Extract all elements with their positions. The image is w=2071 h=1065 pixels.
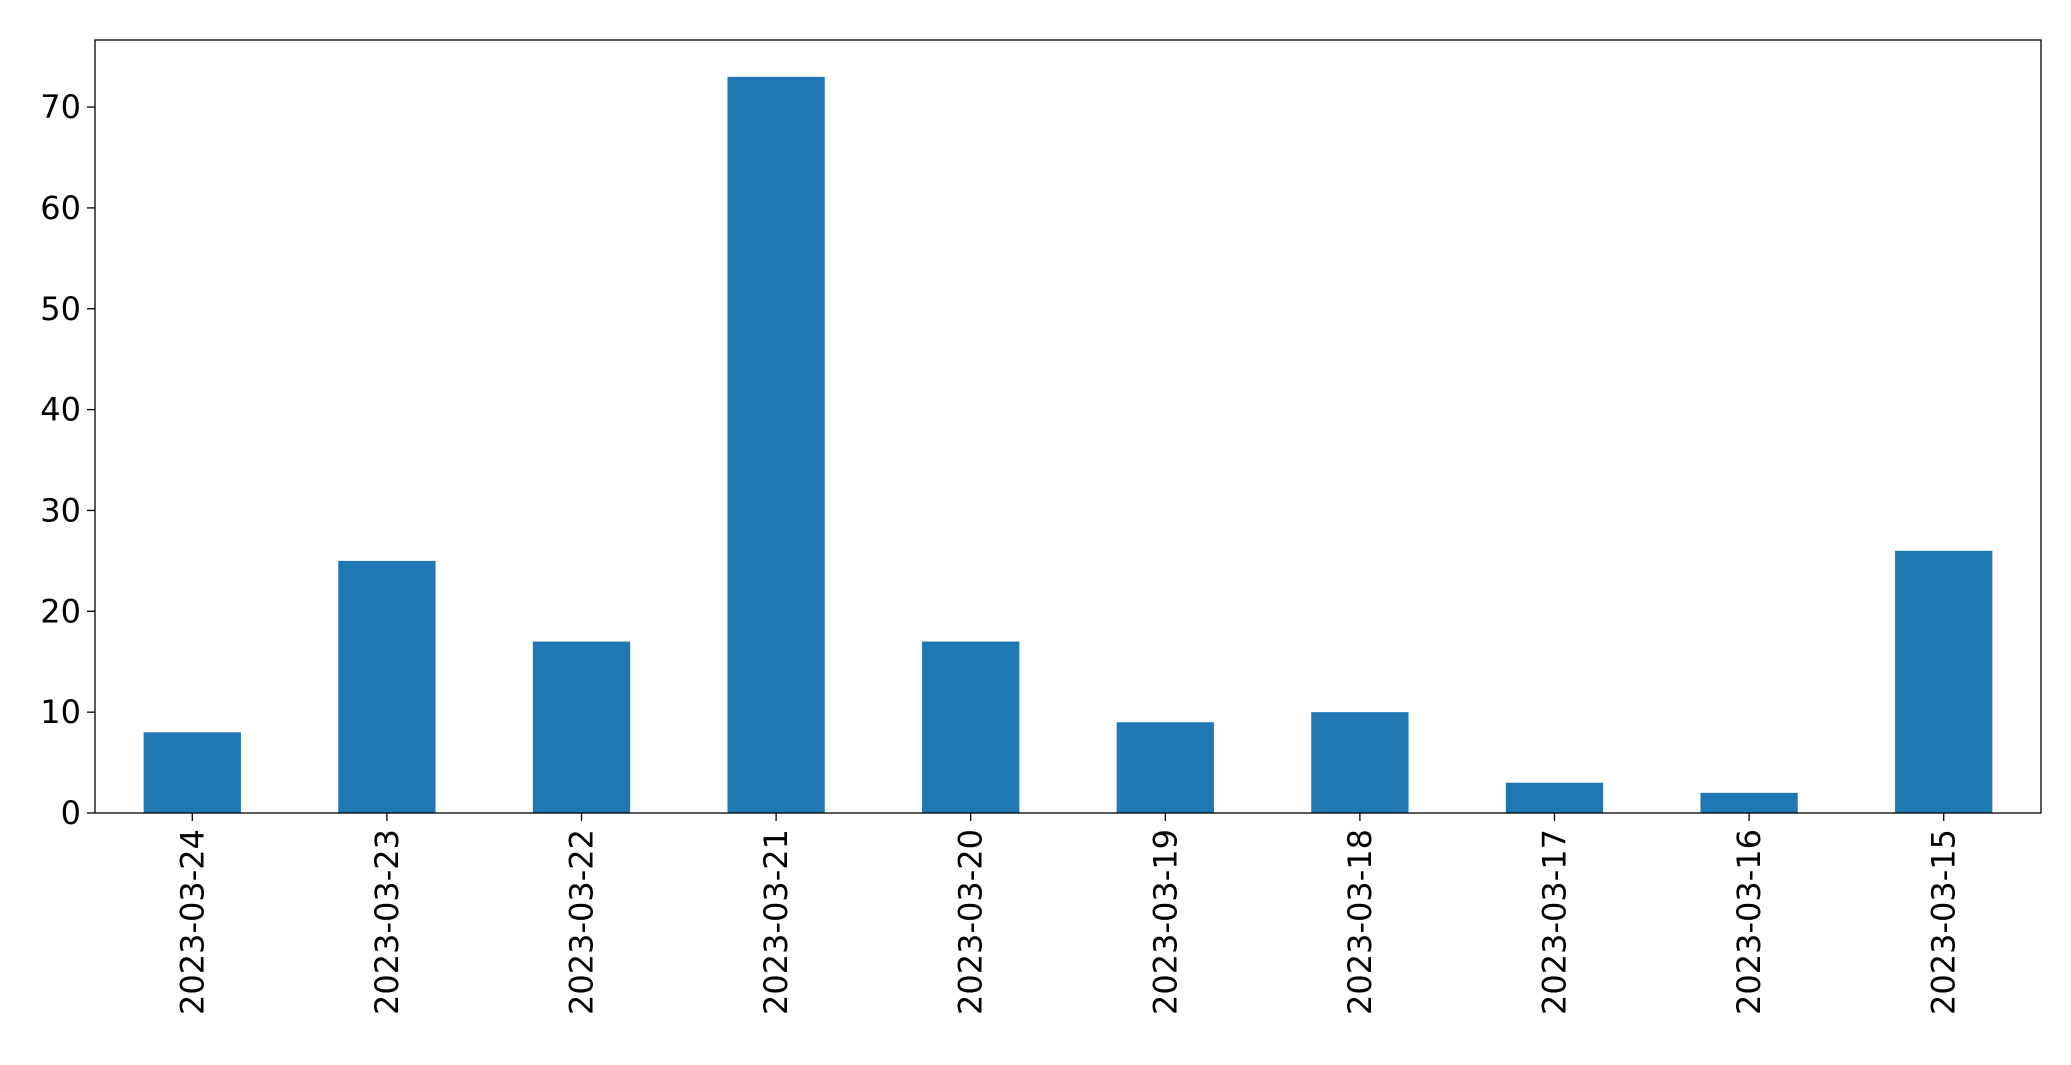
bar-2023-03-16 [1700, 792, 1798, 813]
x-tick-label: 2023-03-23 [368, 829, 406, 1015]
y-tick-label: 0 [61, 794, 81, 832]
y-tick-label: 20 [40, 592, 81, 630]
y-tick-label: 40 [40, 391, 81, 429]
y-axis: 0 10 20 30 40 50 60 70 [40, 88, 95, 832]
y-tick-label: 30 [40, 491, 81, 529]
x-tick-label: 2023-03-24 [173, 829, 211, 1015]
bar-2023-03-17 [1505, 782, 1604, 813]
y-tick-label: 60 [40, 189, 81, 227]
y-tick-label: 70 [40, 88, 81, 126]
x-tick-label: 2023-03-16 [1730, 829, 1768, 1015]
x-tick-label: 2023-03-18 [1341, 829, 1379, 1015]
y-tick-label: 50 [40, 290, 81, 328]
x-tick-label: 2023-03-15 [1925, 829, 1963, 1015]
x-axis: 2023-03-24 2023-03-23 2023-03-22 2023-03-21… [173, 813, 1963, 1015]
x-tick-label: 2023-03-19 [1146, 829, 1184, 1015]
bar-2023-03-22 [532, 641, 631, 813]
bar-2023-03-15 [1895, 550, 1993, 813]
y-tick-label: 10 [40, 693, 81, 731]
x-tick-label: 2023-03-22 [563, 829, 601, 1015]
bar-2023-03-20 [922, 641, 1020, 813]
plot-frame [94, 39, 2042, 814]
bar-2023-03-23 [338, 560, 436, 813]
x-tick-label: 2023-03-20 [952, 829, 990, 1015]
bar-2023-03-24 [143, 732, 241, 813]
x-tick-label: 2023-03-21 [757, 829, 795, 1015]
bar-2023-03-21 [727, 76, 825, 813]
bars-layer [143, 76, 1993, 813]
bar-2023-03-18 [1311, 712, 1409, 813]
bar-2023-03-19 [1116, 722, 1214, 813]
x-tick-label: 2023-03-17 [1536, 829, 1574, 1015]
